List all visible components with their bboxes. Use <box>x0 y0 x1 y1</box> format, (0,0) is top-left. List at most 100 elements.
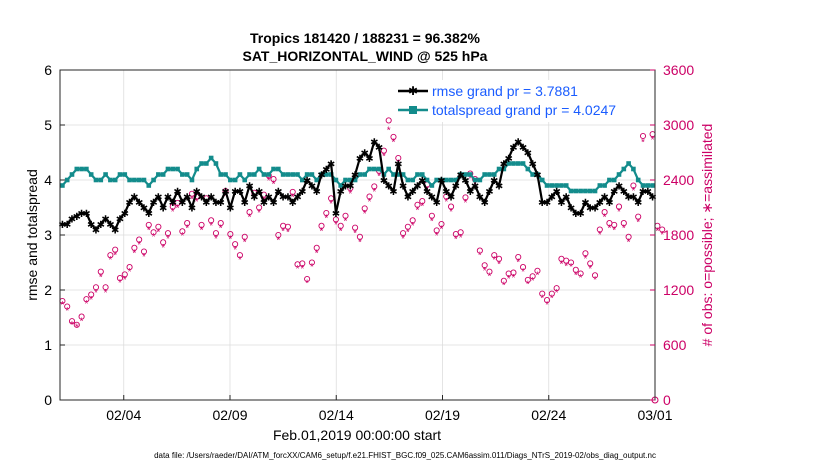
obs-possible-point <box>160 239 167 246</box>
totalspread-point <box>419 172 425 177</box>
rmse-point: ✱ <box>442 187 450 198</box>
obs-possible-point <box>577 270 584 277</box>
obs-possible-point <box>131 244 138 251</box>
rmse-point: ✱ <box>509 143 517 154</box>
obs-possible-point <box>304 275 311 283</box>
obs-assimilated-point: * <box>291 193 295 204</box>
obs-possible-point <box>419 198 426 205</box>
obs-assimilated-point: * <box>113 250 117 261</box>
rmse-point: ✱ <box>533 171 541 182</box>
rmse-point: ✱ <box>644 187 652 198</box>
obs-assimilated-point: * <box>593 275 597 286</box>
rmse-point: ✱ <box>399 182 407 193</box>
totalspread-point <box>69 172 75 177</box>
rmse-point: ✱ <box>265 193 273 204</box>
obs-assimilated-point: * <box>636 217 640 228</box>
obs-possible-point <box>496 255 503 262</box>
totalspread-point <box>324 172 329 177</box>
obs-assimilated-point: * <box>387 126 391 137</box>
totalspread-point <box>74 166 80 172</box>
obs-possible-point <box>582 250 589 257</box>
obs-assimilated-point: * <box>502 281 506 292</box>
totalspread-point <box>611 177 617 183</box>
obs-assimilated-point: * <box>660 230 664 241</box>
rmse-point: ✱ <box>111 226 119 237</box>
totalspread-point <box>520 161 526 166</box>
totalspread-point <box>333 177 339 183</box>
rmse-point: ✱ <box>548 193 556 204</box>
obs-possible-point <box>443 193 450 200</box>
totalspread-point <box>559 183 564 188</box>
rmse-point: ✱ <box>140 204 148 215</box>
rmse-point: ✱ <box>413 182 421 193</box>
rmse-point: ✱ <box>476 193 484 204</box>
rmse-point: ✱ <box>77 209 85 220</box>
rmse-point: ✱ <box>620 187 628 198</box>
totalspread-point <box>395 172 401 177</box>
rmse-point: ✱ <box>576 209 584 220</box>
obs-possible-point <box>515 253 522 261</box>
rmse-point: ✱ <box>284 193 292 204</box>
rmse-point: ✱ <box>159 204 167 215</box>
totalspread-line <box>61 156 653 193</box>
rmse-point: ✱ <box>384 182 392 193</box>
rmse-point: ✱ <box>456 171 464 182</box>
obs-possible-point <box>356 233 363 240</box>
obs-assimilated-point: * <box>84 299 88 310</box>
rmse-point: ✱ <box>572 209 580 220</box>
totalspread-point <box>223 172 228 177</box>
obs-markers: *** *** ***** ** ******* **** **** ************… <box>59 103 666 404</box>
obs-assimilated-point: * <box>94 288 98 299</box>
rmse-point: ✱ <box>193 187 201 198</box>
totalspread-point <box>79 166 84 172</box>
rmse-point: ✱ <box>145 209 153 220</box>
obs-assimilated-point: * <box>286 227 290 238</box>
rmse-point: ✱ <box>605 198 613 209</box>
rmse-point: ✱ <box>557 198 565 209</box>
x-tick-label: 02/14 <box>319 407 354 423</box>
obs-assimilated-point: * <box>488 271 492 282</box>
y-left-tick-label: 1 <box>44 337 52 353</box>
obs-possible-point <box>236 252 243 259</box>
obs-assimilated-point: * <box>320 226 324 237</box>
legend-marker-spread <box>409 106 417 114</box>
obs-possible-point <box>567 259 575 266</box>
obs-possible-point <box>145 221 152 228</box>
rmse-point: ✱ <box>418 176 426 187</box>
obs-assimilated-point: * <box>252 193 256 204</box>
totalspread-point <box>271 166 276 172</box>
totalspread-point <box>108 177 113 183</box>
obs-possible-point <box>217 220 224 227</box>
rmse-point: ✱ <box>538 198 546 209</box>
obs-assimilated-point: * <box>166 234 170 245</box>
totalspread-point <box>180 172 185 177</box>
obs-assimilated-point: * <box>363 209 367 220</box>
obs-possible-point <box>380 147 387 154</box>
rmse-point: ✱ <box>610 187 618 198</box>
rmse-point: ✱ <box>452 182 460 193</box>
obs-possible-point <box>174 199 181 206</box>
obs-possible-point <box>433 227 440 234</box>
totalspread-point <box>266 172 272 177</box>
obs-possible-point <box>534 267 541 274</box>
totalspread-point <box>376 166 382 172</box>
totalspread-point <box>501 166 507 172</box>
obs-possible-point <box>553 285 560 292</box>
rmse-point: ✱ <box>466 187 474 198</box>
obs-assimilated-point: * <box>257 208 261 219</box>
y-right-tick-label: 1800 <box>663 227 694 243</box>
obs-assimilated-point: * <box>401 234 405 245</box>
rmse-point: ✱ <box>279 193 287 204</box>
rmse-point: ✱ <box>236 187 244 198</box>
rmse-point: ✱ <box>552 187 560 198</box>
x-tick-label: 03/01 <box>637 407 672 423</box>
obs-possible-point <box>591 272 599 279</box>
obs-assimilated-point: * <box>171 207 175 218</box>
obs-assimilated-point: * <box>622 224 626 235</box>
totalspread-point <box>443 177 449 183</box>
totalspread-point <box>295 172 300 177</box>
totalspread-point <box>645 183 651 188</box>
rmse-point: ✱ <box>351 171 359 182</box>
obs-assimilated-point: * <box>492 255 496 266</box>
y-right-tick-label: 1200 <box>663 282 694 298</box>
